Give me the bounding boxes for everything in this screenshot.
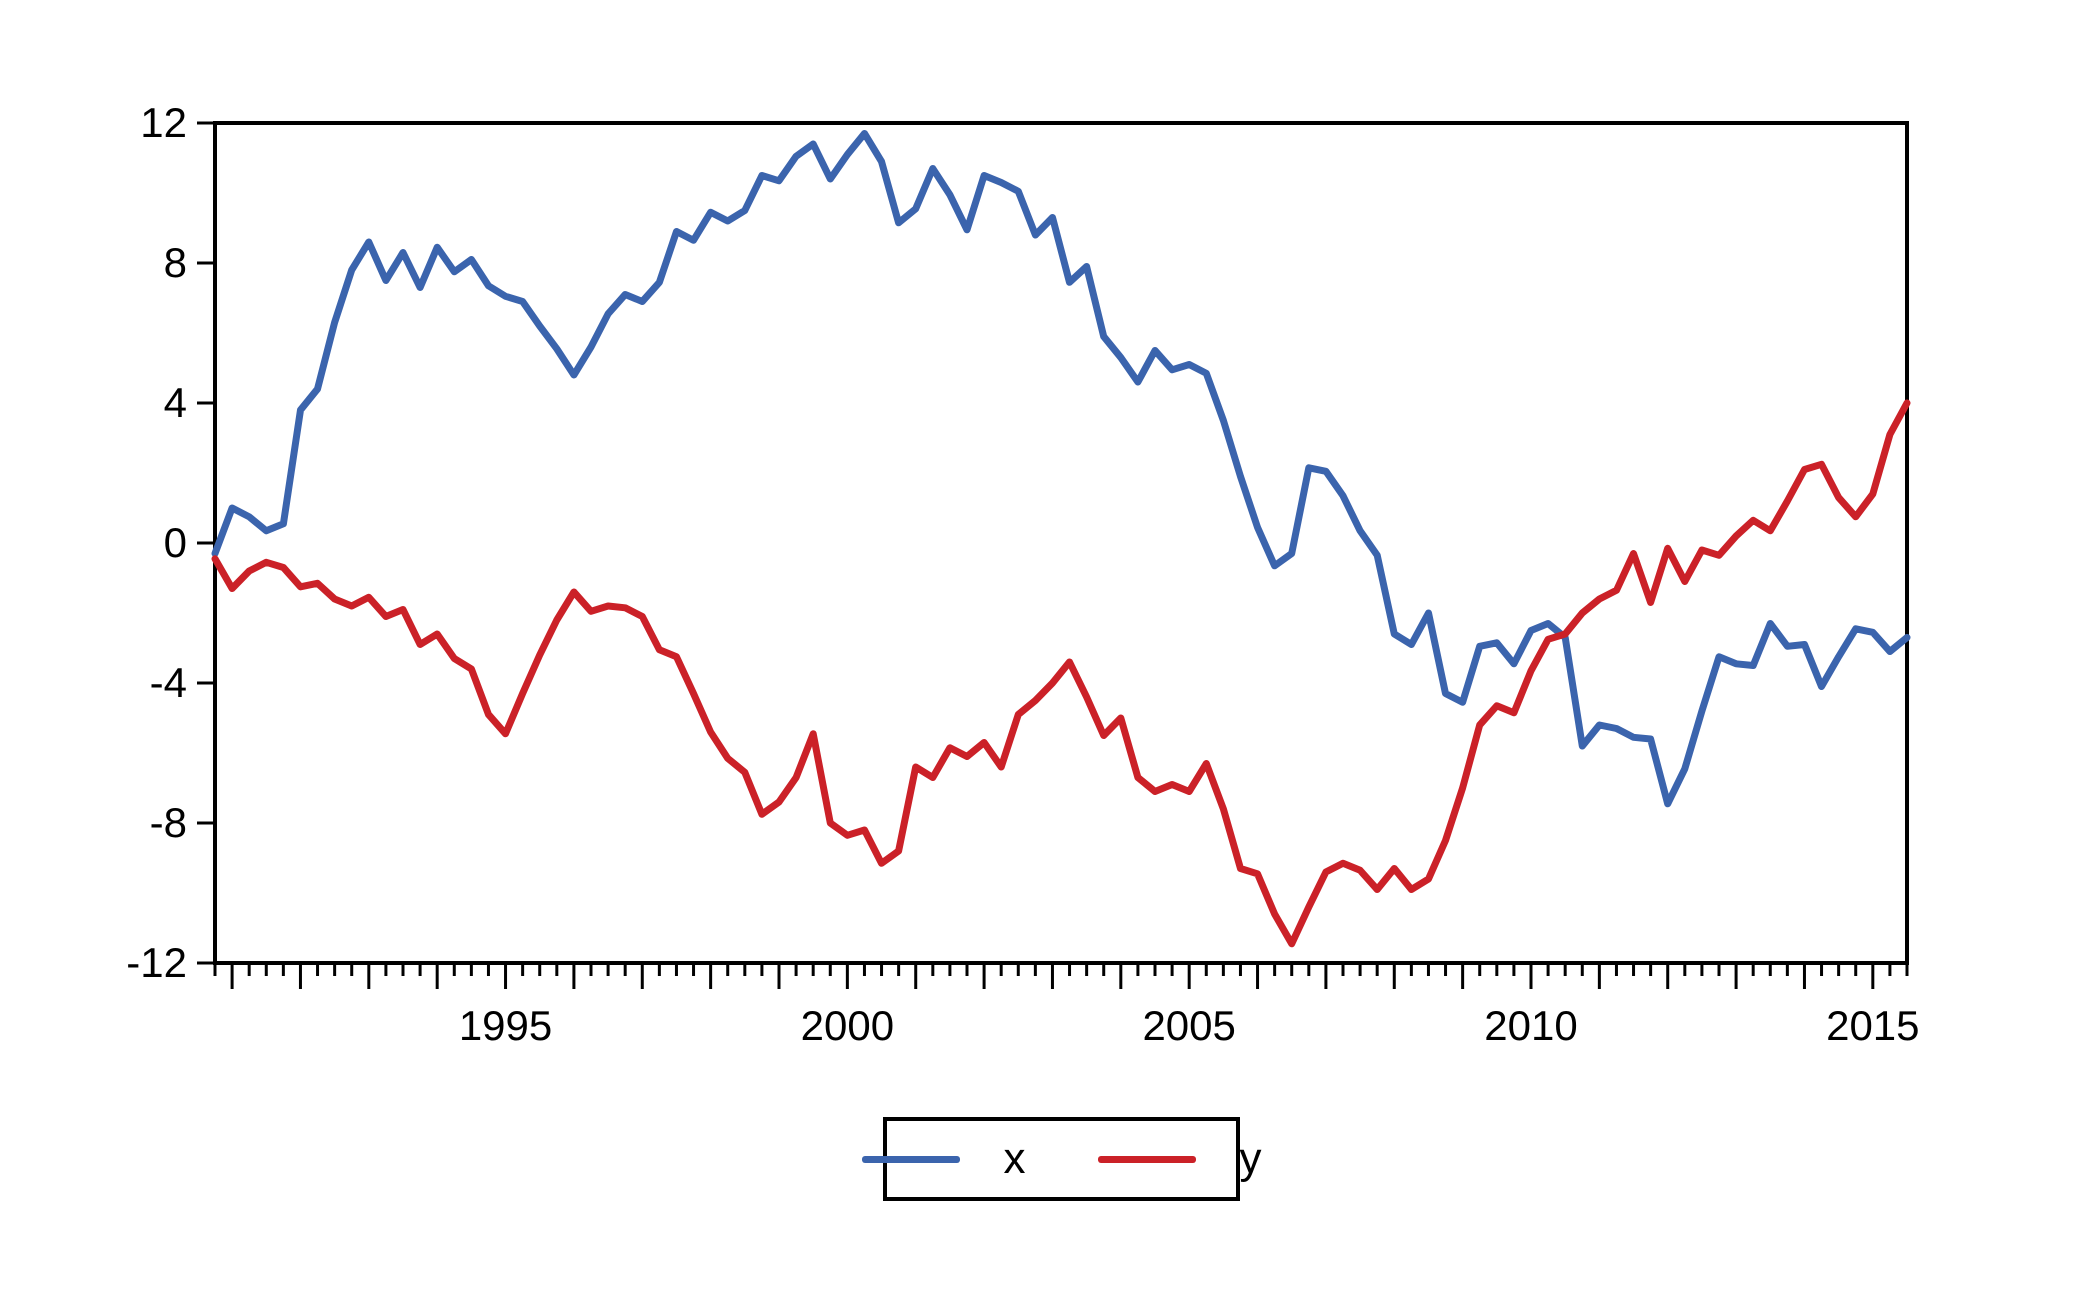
y-tick-label: -12 xyxy=(126,939,187,986)
y-tick-label: -4 xyxy=(149,659,187,706)
legend-line-sample-y xyxy=(1097,1155,1196,1163)
x-tick-label: 1995 xyxy=(458,1002,553,1049)
legend-label-x: x xyxy=(1003,1134,1026,1183)
series-line-x xyxy=(211,130,1911,808)
series-line-y xyxy=(211,399,1911,948)
x-tick-label: 2010 xyxy=(1484,1002,1578,1049)
x-tick-label: 2000 xyxy=(800,1002,895,1049)
legend-box: x y xyxy=(861,1117,1262,1201)
legend-label-y: y xyxy=(1239,1134,1262,1183)
y-tick-label: 8 xyxy=(163,239,187,286)
x-tick-label: 2005 xyxy=(1142,1002,1236,1049)
y-tick-label: 12 xyxy=(140,99,187,146)
legend-line-sample-x xyxy=(861,1155,960,1163)
y-tick-label: -8 xyxy=(149,799,187,846)
y-tick-label: 4 xyxy=(163,379,187,426)
legend-entry-x: x xyxy=(861,1134,1026,1184)
x-tick-label: 2015 xyxy=(1826,1002,1920,1049)
legend-entry-y: y xyxy=(1097,1134,1262,1184)
y-tick-label: 0 xyxy=(163,519,187,566)
